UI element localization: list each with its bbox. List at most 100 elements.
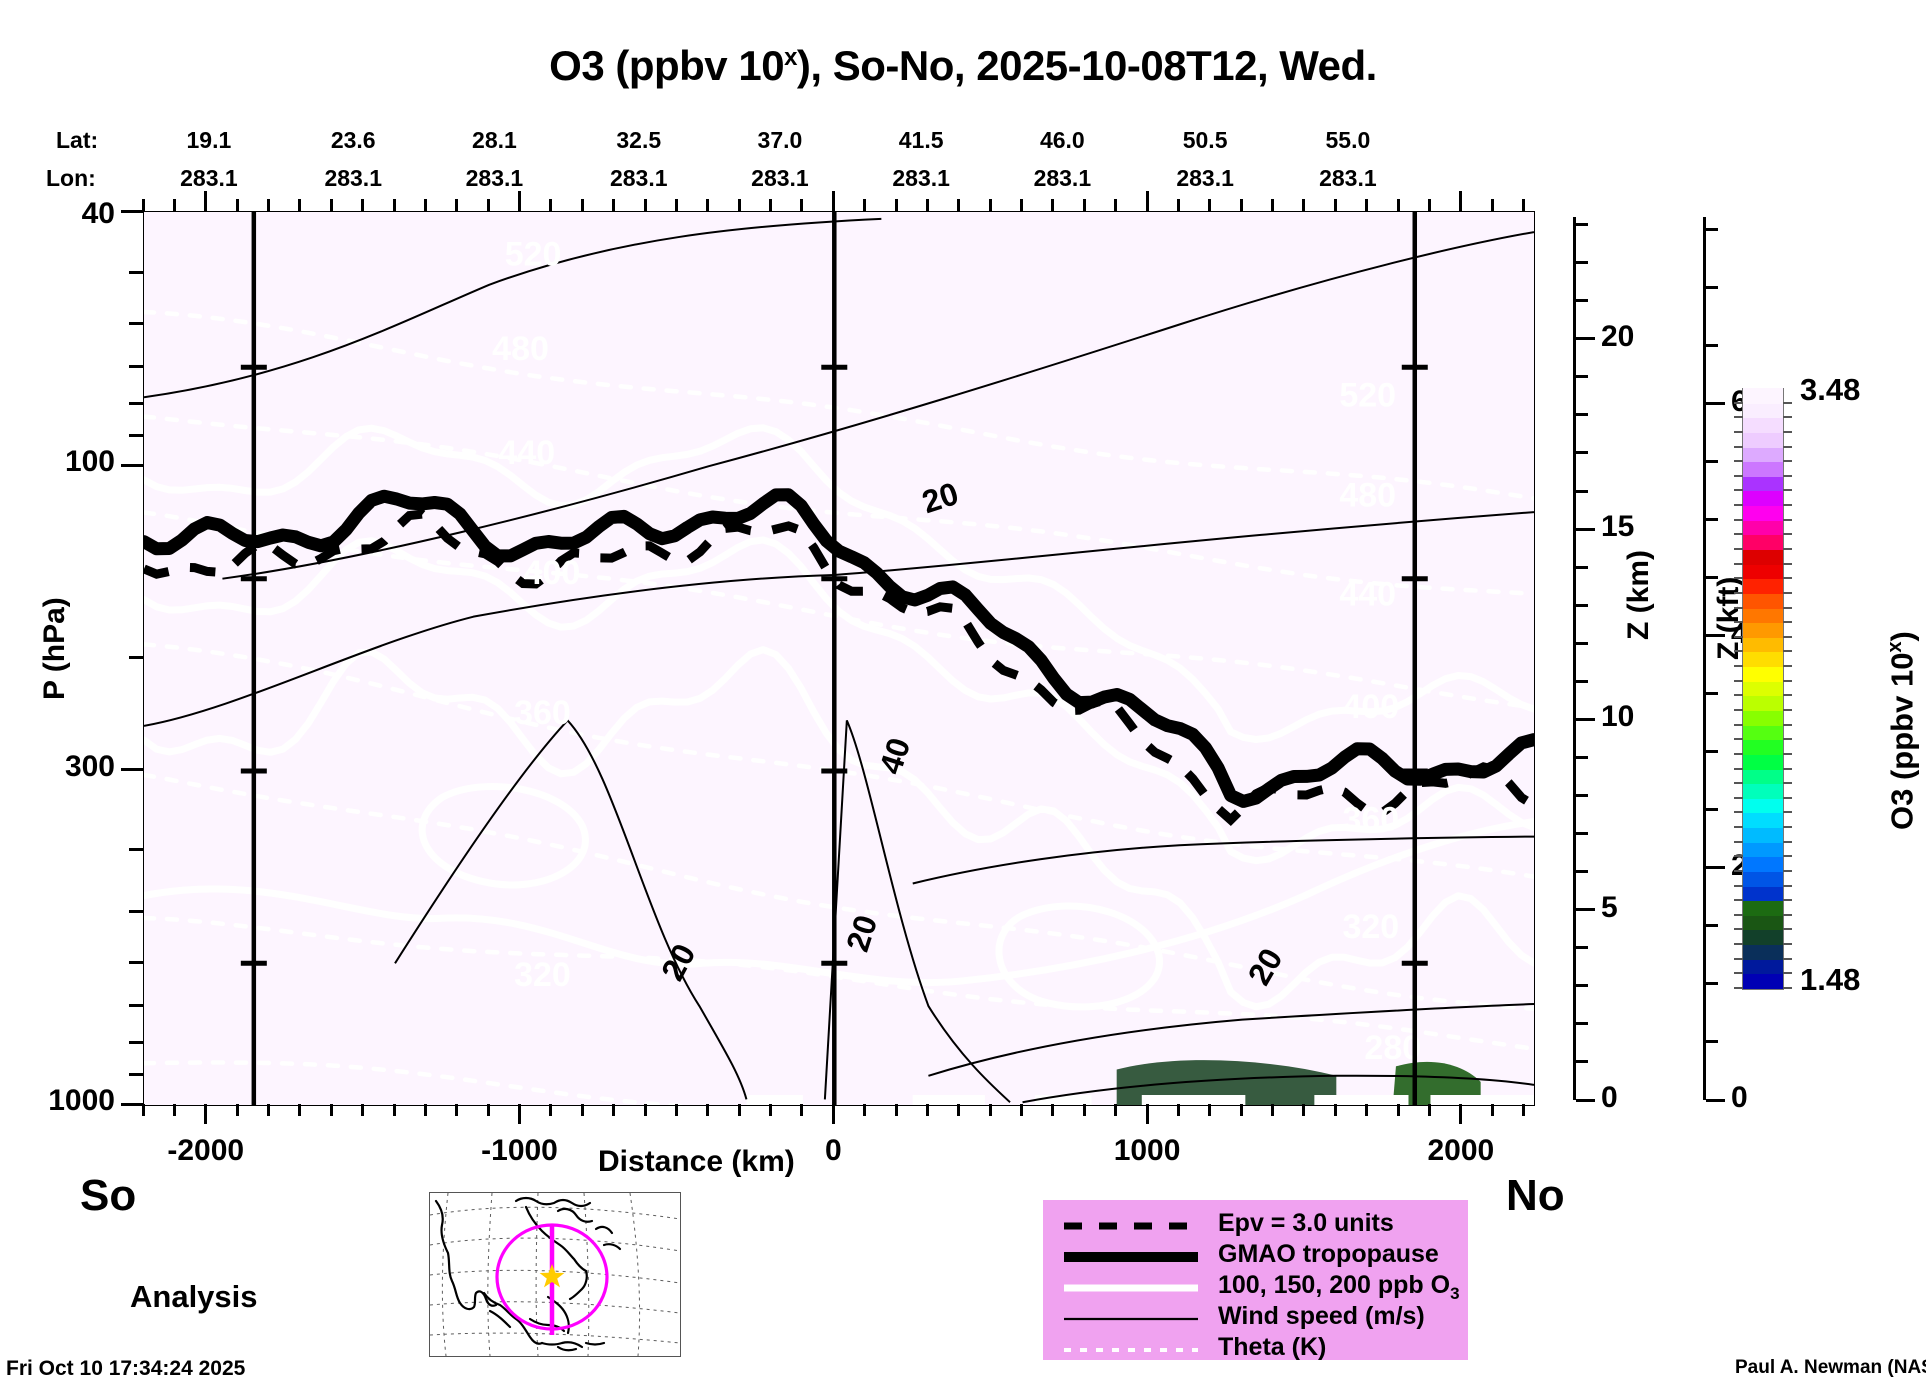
theta-label-440-right: 440	[1339, 576, 1396, 614]
colorbar-tick-right-32	[1783, 518, 1792, 521]
colorbar-segment-30	[1743, 534, 1783, 550]
colorbar-tick-left-34	[1734, 489, 1743, 492]
colorbar-tick-left-16	[1734, 752, 1743, 755]
lon-value-6: 283.1	[1033, 165, 1092, 191]
distance-tick-1700	[1365, 1104, 1369, 1116]
colorbar-tick-left-21	[1734, 679, 1743, 682]
z-kft-tick-25	[1706, 808, 1718, 812]
colorbar-segment-25	[1743, 607, 1783, 624]
colorbar-tick-left-29	[1734, 562, 1743, 565]
north-endpoint-label: No	[1506, 1171, 1565, 1220]
theta-label-480-right: 480	[1339, 477, 1396, 515]
z-kft-tick-label-0: 0	[1731, 1081, 1748, 1114]
colorbar-tick-right-16	[1783, 752, 1792, 755]
colorbar-tick-left-37	[1734, 445, 1743, 448]
colorbar-segment-33	[1743, 490, 1783, 507]
colorbar-tick-left-2	[1734, 957, 1743, 960]
distance-top-tick-1100	[1176, 199, 1180, 211]
colorbar-tick-right-29	[1783, 562, 1792, 565]
distance-tick-800	[1082, 1104, 1086, 1116]
colorbar-tick-left-1	[1734, 972, 1743, 975]
colorbar-tick-left-39	[1734, 416, 1743, 419]
p-tick-100	[121, 463, 143, 467]
legend-row-4: Theta (K)	[1061, 1333, 1461, 1366]
z-km-tick-4	[1576, 946, 1588, 950]
distance-tick-1200	[1208, 1104, 1212, 1116]
z-kft-tick-70	[1706, 286, 1718, 290]
distance-tick-100	[863, 1104, 867, 1116]
colorbar-tick-left-17	[1734, 738, 1743, 741]
distance-tick-label--1000: -1000	[481, 1134, 558, 1167]
colorbar-tick-right-21	[1783, 679, 1792, 682]
distance-tick-1000	[1145, 1104, 1149, 1124]
lat-row-tag: Lat:	[56, 127, 99, 153]
z-km-tick-20	[1576, 337, 1595, 341]
distance-top-tick--300	[737, 199, 741, 211]
z-km-tick-16	[1576, 489, 1588, 493]
colorbar-tick-right-36	[1783, 460, 1792, 463]
distance-tick-1600	[1333, 1104, 1337, 1116]
cross-section-plot[interactable]: 520 480 440 400 360 320 520 480 440 400 360 320 280 2…	[143, 211, 1535, 1106]
lat-value-4: 37.0	[757, 127, 803, 153]
ozone-colorbar[interactable]	[1734, 388, 1792, 990]
lon-value-7: 283.1	[1176, 165, 1234, 191]
legend-label-2: 100, 150, 200 ppb O3	[1218, 1271, 1460, 1303]
distance-tick-label-0: 0	[824, 1134, 842, 1167]
z-km-tick-19	[1576, 375, 1588, 379]
colorbar-tick-right-2	[1783, 957, 1792, 960]
z-km-tick-13	[1576, 603, 1588, 607]
distance-top-tick--600	[643, 199, 647, 211]
colorbar-tick-right-24	[1783, 635, 1792, 638]
legend-label-4: Theta (K)	[1218, 1333, 1327, 1361]
colorbar-tick-left-24	[1734, 635, 1743, 638]
p-tick-60	[129, 321, 143, 325]
colorbar-segment-2	[1743, 944, 1783, 960]
distance-top-tick--1700	[298, 199, 302, 211]
lat-value-3: 32.5	[616, 127, 662, 153]
distance-top-tick--1200	[455, 199, 459, 211]
z-kft-tick-50	[1706, 518, 1718, 522]
colorbar-tick-left-36	[1734, 460, 1743, 463]
colorbar-tick-left-20	[1734, 694, 1743, 697]
p-tick-80	[129, 401, 143, 405]
z-km-tick-label-20: 20	[1601, 319, 1635, 353]
colorbar-segment-14	[1743, 768, 1783, 785]
p-tick-700	[129, 1003, 143, 1007]
distance-top-tick-2100	[1490, 199, 1494, 211]
distance-tick--1700	[298, 1104, 302, 1116]
p-tick-label-1000: 1000	[48, 1084, 115, 1117]
distance-tick--2100	[172, 1104, 176, 1116]
colorbar-tick-right-31	[1783, 533, 1792, 536]
legend-label-1: GMAO tropopause	[1218, 1240, 1439, 1268]
colorbar-tick-right-4	[1783, 928, 1792, 931]
theta-label-320-right: 320	[1342, 908, 1399, 946]
colorbar-tick-left-27	[1734, 591, 1743, 594]
distance-tick-label-2000: 2000	[1427, 1134, 1495, 1167]
z-km-tick-14	[1576, 565, 1588, 569]
north-america-locator-map[interactable]	[429, 1192, 681, 1357]
p-tick-400	[129, 848, 143, 852]
z-km-tick-22	[1576, 261, 1588, 265]
z-kft-tick-30	[1706, 750, 1718, 754]
z-kft-axis-line	[1703, 217, 1706, 1100]
colorbar-tick-left-32	[1734, 518, 1743, 521]
p-axis-title: P (hPa)	[38, 597, 71, 700]
colorbar-tick-right-11	[1783, 826, 1792, 829]
distance-top-tick--2100	[172, 199, 176, 211]
distance-top-tick-2000	[1459, 191, 1463, 211]
colorbar-segment-11	[1743, 812, 1783, 829]
distance-tick--900	[549, 1104, 553, 1116]
colorbar-segment-4	[1743, 915, 1783, 931]
distance-top-tick-1000	[1145, 191, 1149, 211]
z-km-tick-1	[1576, 1060, 1588, 1064]
z-kft-tick-20	[1706, 866, 1725, 870]
title-main: O3 (ppbv 10	[549, 42, 785, 89]
z-km-tick-0	[1576, 1098, 1595, 1102]
theta-label-320-left: 320	[514, 956, 571, 994]
title-rest: ), So-No, 2025-10-08T12, Wed.	[796, 42, 1377, 89]
theta-label-400-left: 400	[524, 554, 581, 592]
distance-tick-600	[1020, 1104, 1024, 1116]
colorbar-title: O3 (ppbv 10x)	[1884, 631, 1920, 830]
distance-axis-title: Distance (km)	[598, 1145, 795, 1178]
distance-top-tick--1500	[361, 199, 365, 211]
